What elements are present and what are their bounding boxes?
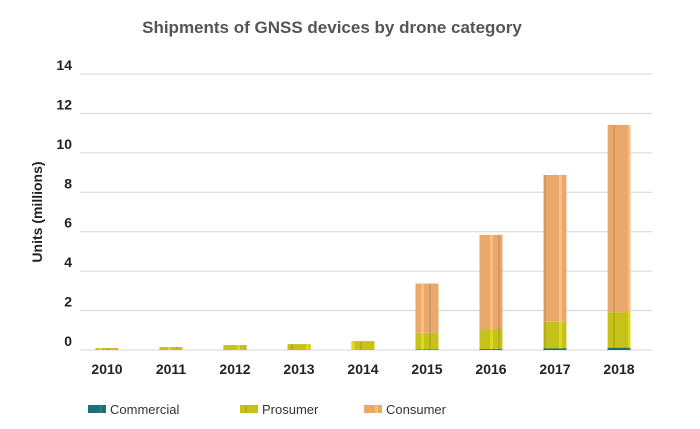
- bar-prosumer-2011: [159, 347, 183, 350]
- y-tick-label: 6: [64, 215, 72, 231]
- bar-prosumer-2016: [479, 329, 503, 350]
- y-tick-label: 14: [56, 57, 72, 73]
- bar-prosumer-2017: [543, 321, 567, 349]
- x-tick-label: 2014: [347, 361, 378, 377]
- y-tick-label: 10: [56, 136, 72, 152]
- x-tick-label: 2016: [475, 361, 506, 377]
- bar-commercial-2017: [543, 348, 567, 350]
- legend-label-consumer: Consumer: [386, 402, 447, 417]
- legend-label-prosumer: Prosumer: [262, 402, 319, 417]
- legend-label-commercial: Commercial: [110, 402, 179, 417]
- bar-prosumer-2014: [351, 341, 375, 350]
- legend: Commercial Prosumer Consumer: [88, 402, 447, 417]
- chart-title: Shipments of GNSS devices by drone categ…: [142, 18, 522, 37]
- legend-swatch-commercial: [88, 405, 106, 413]
- bar-commercial-2018: [607, 347, 631, 350]
- x-tick-label: 2011: [156, 361, 187, 377]
- bars: [95, 124, 631, 350]
- bar-prosumer-2015: [415, 332, 439, 350]
- bar-prosumer-2018: [607, 312, 631, 348]
- legend-swatch-prosumer: [240, 405, 258, 413]
- bar-consumer-2016: [479, 234, 503, 330]
- bar-prosumer-2013: [287, 344, 311, 350]
- bar-consumer-2018: [607, 124, 631, 313]
- bar-consumer-2017: [543, 174, 567, 322]
- y-axis-label: Units (millions): [29, 161, 45, 262]
- x-tick-label: 2015: [411, 361, 442, 377]
- bar-consumer-2015: [415, 283, 439, 333]
- x-tick-label: 2012: [219, 361, 250, 377]
- y-tick-label: 4: [64, 254, 72, 270]
- bar-prosumer-2010: [95, 348, 119, 350]
- x-tick-label: 2013: [283, 361, 314, 377]
- x-tick-label: 2018: [603, 361, 634, 377]
- x-tick-label: 2010: [91, 361, 122, 377]
- y-tick-label: 12: [56, 96, 72, 112]
- x-tick-label: 2017: [539, 361, 570, 377]
- y-tick-label: 8: [64, 175, 72, 191]
- y-tick-label: 0: [64, 333, 72, 349]
- legend-swatch-consumer: [364, 405, 382, 413]
- y-axis-ticks: 0 2 4 6 8 10 12 14: [56, 57, 72, 349]
- x-axis-ticks: 2010 2011 2012 2013 2014 2015 2016 2017 2018: [91, 361, 634, 377]
- bar-prosumer-2012: [223, 345, 247, 350]
- gridlines: [80, 73, 652, 351]
- y-tick-label: 2: [64, 294, 72, 310]
